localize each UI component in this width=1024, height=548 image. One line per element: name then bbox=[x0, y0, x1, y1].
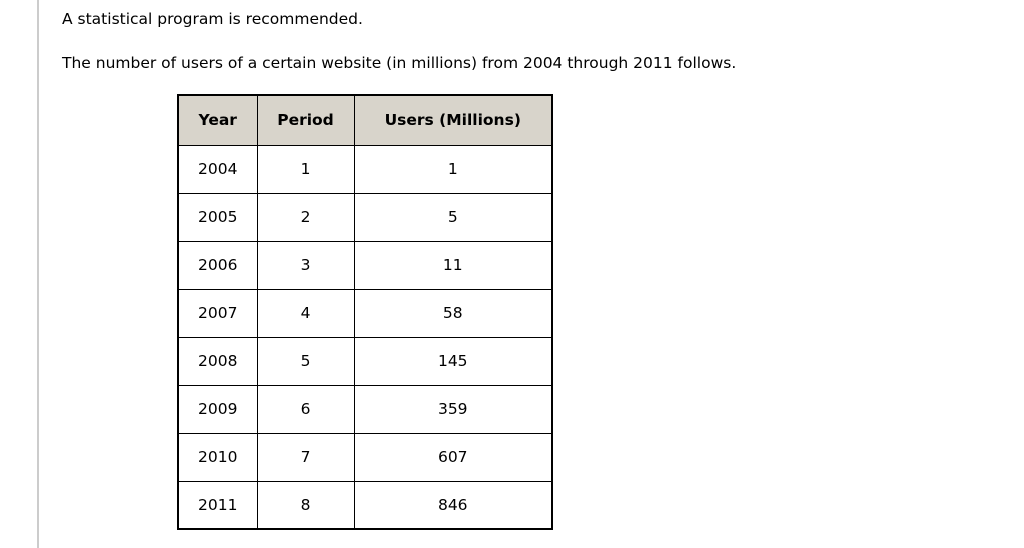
table-row: 2005 2 5 bbox=[177, 192, 553, 242]
users-cell: 5 bbox=[353, 192, 553, 242]
table-body: 2004 1 1 2005 2 5 2006 3 11 2007 4 58 2008 5 145 2009 6 3… bbox=[177, 144, 553, 530]
table-row: 2006 3 11 bbox=[177, 240, 553, 290]
problem-statement: The number of users of a certain website… bbox=[62, 54, 737, 72]
year-cell: 2011 bbox=[177, 480, 258, 530]
period-cell: 7 bbox=[256, 432, 355, 482]
table-header: Year Period Users (Millions) bbox=[177, 94, 553, 146]
period-cell: 2 bbox=[256, 192, 355, 242]
table-row: 2007 4 58 bbox=[177, 288, 553, 338]
period-cell: 5 bbox=[256, 336, 355, 386]
table-row: 2010 7 607 bbox=[177, 432, 553, 482]
left-margin-rule bbox=[37, 0, 39, 548]
table-row: 2004 1 1 bbox=[177, 144, 553, 194]
period-cell: 1 bbox=[256, 144, 355, 194]
table-row: 2011 8 846 bbox=[177, 480, 553, 530]
year-cell: 2009 bbox=[177, 384, 258, 434]
year-cell: 2004 bbox=[177, 144, 258, 194]
users-cell: 1 bbox=[353, 144, 553, 194]
users-cell: 58 bbox=[353, 288, 553, 338]
table-row: 2009 6 359 bbox=[177, 384, 553, 434]
users-cell: 11 bbox=[353, 240, 553, 290]
column-header-year: Year bbox=[177, 94, 258, 146]
instruction-text: A statistical program is recommended. bbox=[62, 10, 363, 28]
year-cell: 2007 bbox=[177, 288, 258, 338]
period-cell: 3 bbox=[256, 240, 355, 290]
users-cell: 846 bbox=[353, 480, 553, 530]
year-cell: 2008 bbox=[177, 336, 258, 386]
year-cell: 2006 bbox=[177, 240, 258, 290]
column-header-users-millions: Users (Millions) bbox=[353, 94, 553, 146]
users-cell: 607 bbox=[353, 432, 553, 482]
users-cell: 145 bbox=[353, 336, 553, 386]
users-cell: 359 bbox=[353, 384, 553, 434]
table-header-row: Year Period Users (Millions) bbox=[177, 94, 553, 146]
period-cell: 8 bbox=[256, 480, 355, 530]
year-cell: 2005 bbox=[177, 192, 258, 242]
year-cell: 2010 bbox=[177, 432, 258, 482]
column-header-period: Period bbox=[256, 94, 355, 146]
table-row: 2008 5 145 bbox=[177, 336, 553, 386]
period-cell: 6 bbox=[256, 384, 355, 434]
users-by-year-table: Year Period Users (Millions) 2004 1 1 2005 2 5 2… bbox=[177, 94, 553, 530]
period-cell: 4 bbox=[256, 288, 355, 338]
